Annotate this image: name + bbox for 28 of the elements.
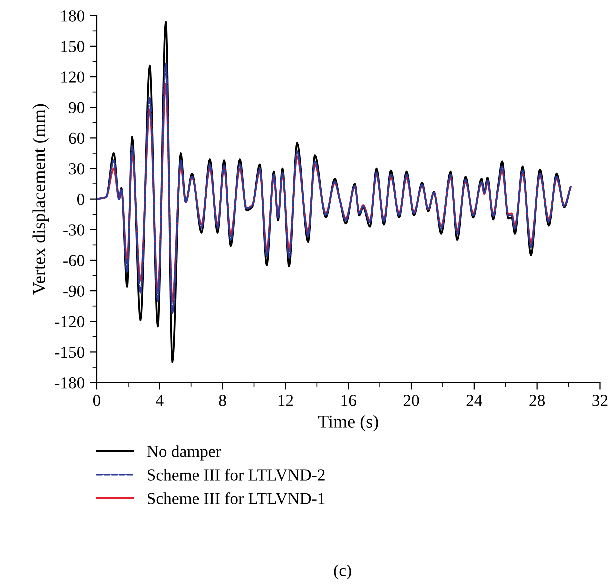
x-tick-label: 24 [466, 395, 482, 406]
y-tick-label: 30 [69, 163, 85, 175]
x-tick-label: 16 [342, 395, 356, 406]
y-tick-label: -180 [55, 377, 85, 389]
y-tick-label: 60 [69, 132, 85, 144]
x-tick-label: 0 [93, 395, 101, 406]
y-tick-label: -150 [55, 346, 85, 358]
x-tick-label: 32 [592, 395, 608, 406]
legend-label: No damper [147, 446, 222, 461]
y-tick-label: -30 [64, 224, 85, 236]
y-tick-label: -90 [64, 286, 85, 298]
x-axis-title: Time (s) [318, 415, 378, 432]
y-tick-label: 150 [62, 41, 85, 52]
x-tick-label: 8 [219, 395, 226, 406]
y-tick-label: 180 [62, 10, 85, 22]
y-tick-label: -120 [55, 316, 85, 328]
legend-label: Scheme III for LTLVND-2 [148, 468, 325, 481]
y-tick-label: -60 [64, 255, 85, 266]
legend-label: Scheme III for LTLVND-1 [148, 492, 325, 505]
y-tick-label: 0 [77, 194, 85, 206]
y-axis-title: Vertex displacement (mm) [32, 104, 50, 295]
x-tick-label: 4 [156, 395, 164, 406]
x-tick-label: 12 [278, 395, 294, 406]
y-tick-label: 120 [62, 72, 85, 83]
y-tick-label: 90 [69, 102, 85, 114]
text: (c) [334, 564, 352, 580]
x-tick-label: 28 [530, 395, 546, 406]
x-tick-label: 20 [404, 395, 420, 406]
